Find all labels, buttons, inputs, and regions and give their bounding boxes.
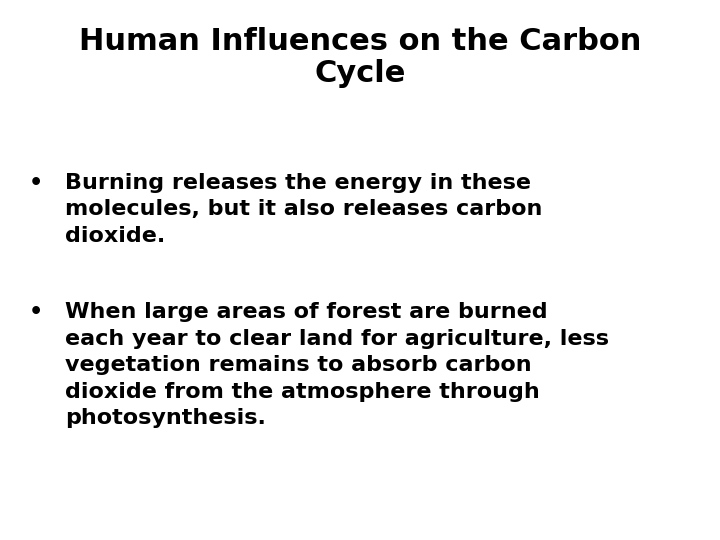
Text: When large areas of forest are burned
each year to clear land for agriculture, l: When large areas of forest are burned ea… [65, 302, 609, 428]
Text: •: • [29, 173, 43, 193]
Text: Burning releases the energy in these
molecules, but it also releases carbon
diox: Burning releases the energy in these mol… [65, 173, 542, 246]
Text: •: • [29, 302, 43, 322]
Text: Human Influences on the Carbon
Cycle: Human Influences on the Carbon Cycle [78, 27, 642, 89]
